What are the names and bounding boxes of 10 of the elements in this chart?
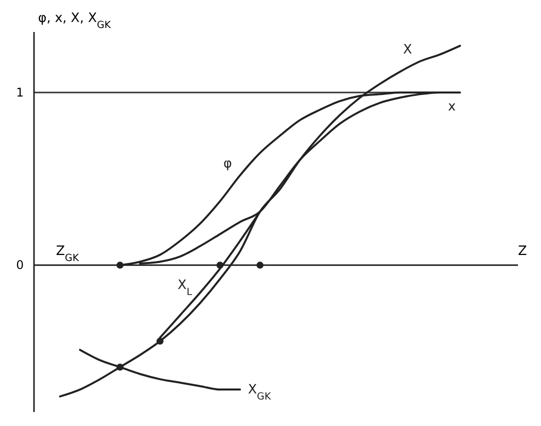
y-tick-label: 1 [16,85,24,100]
series-label: X$_{L}$ [178,278,193,298]
x-axis-title: Z [518,244,527,260]
series-label: X$_{GK}$ [248,382,272,402]
y-axis-title: φ, x, X, X$_{GK}$ [38,11,112,30]
series-label: x [448,99,456,114]
annotation: Z$_{GK}$ [56,244,80,264]
series-label: φ [223,156,232,172]
series-label: X [403,42,412,58]
y-tick-label: 0 [16,258,24,272]
